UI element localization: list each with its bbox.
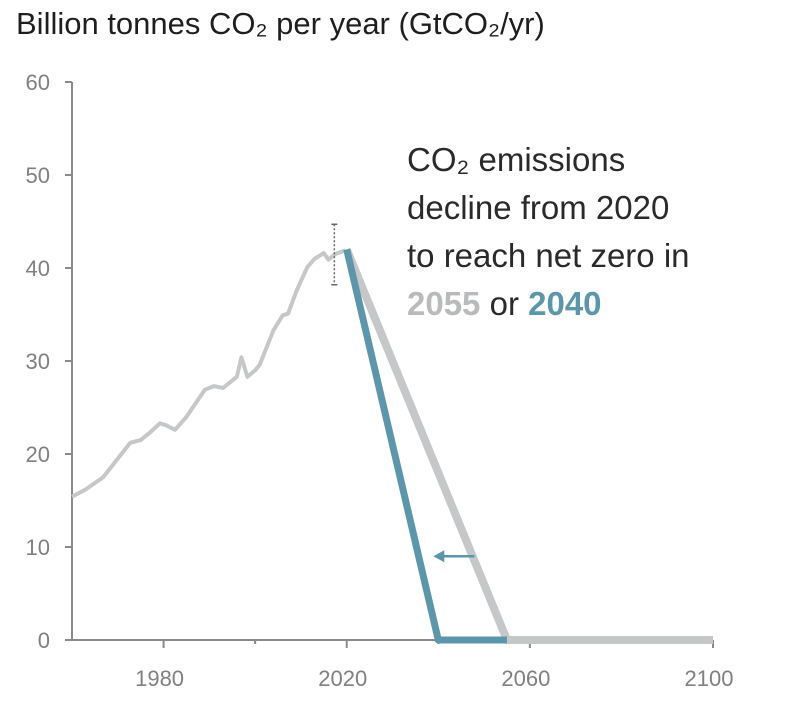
annotation-line-3: to reach net zero in <box>407 237 690 274</box>
y-tick-label: 50 <box>26 163 50 188</box>
y-tick-label: 30 <box>26 349 50 374</box>
y-tick-label: 60 <box>26 70 50 95</box>
arrow-left-icon <box>433 550 445 563</box>
net-zero-2040-line <box>343 248 507 644</box>
y-tick-label: 10 <box>26 535 50 560</box>
annotation-line-2: decline from 2020 <box>407 189 670 226</box>
historical-emissions-line <box>71 248 347 499</box>
y-tick-label: 20 <box>26 442 50 467</box>
chart-title: Billion tonnes CO₂ per year (GtCO₂/yr) <box>16 6 545 41</box>
x-tick-label: 2100 <box>685 666 734 691</box>
x-tick-label: 2020 <box>318 666 367 691</box>
annotation-year-2040: 2040 <box>528 285 602 322</box>
x-tick-label: 2060 <box>501 666 550 691</box>
chart-annotation: CO₂ emissions decline from 2020 to reach… <box>407 136 690 328</box>
x-tick-label: 1980 <box>135 666 184 691</box>
y-tick-label: 0 <box>38 628 50 653</box>
annotation-line-1: CO₂ emissions <box>407 141 626 178</box>
y-tick-label: 40 <box>26 256 50 281</box>
annotation-connector: or <box>480 285 529 322</box>
annotation-year-2055: 2055 <box>407 285 481 322</box>
